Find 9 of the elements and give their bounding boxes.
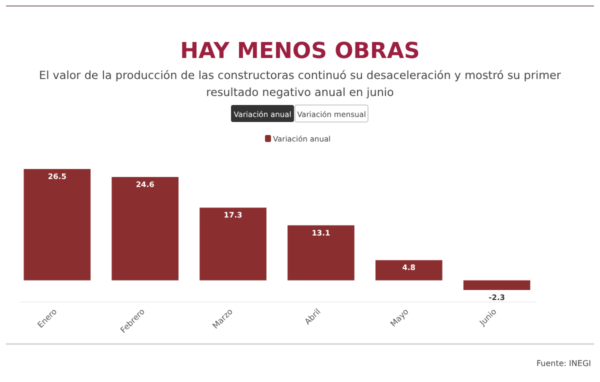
bar (112, 176, 179, 280)
bar (463, 280, 530, 290)
bar (200, 208, 266, 280)
chart-title: HAY MENOS OBRAS (180, 39, 420, 64)
bar (288, 225, 354, 280)
chart-subtitle: El valor de la producción de las constructoras continuó su desaceleración y mostró su primer resultado negativo anual en junio (39, 69, 562, 99)
source-note: Fuente: INEGI (536, 359, 591, 368)
bar (375, 260, 442, 280)
bar (24, 169, 91, 280)
